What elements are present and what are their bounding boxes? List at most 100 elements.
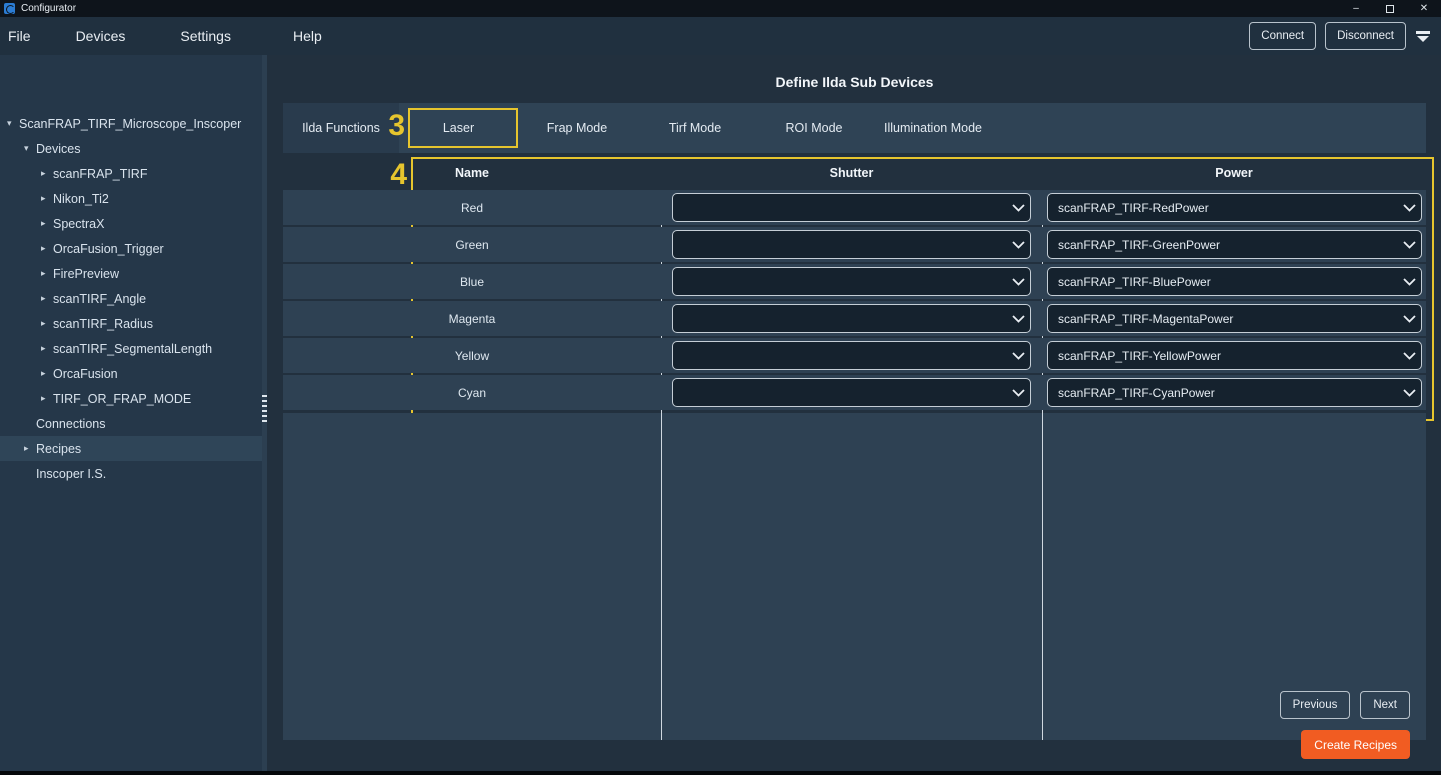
window-title: Configurator: [21, 3, 77, 14]
tab-roi-mode[interactable]: ROI Mode: [754, 103, 874, 153]
power-select-green[interactable]: scanFRAP_TIRF-GreenPower: [1047, 230, 1422, 259]
connect-button[interactable]: Connect: [1249, 22, 1317, 50]
table-row-green: Green scanFRAP_TIRF-GreenPower: [283, 227, 1426, 262]
shutter-select-magenta[interactable]: [672, 304, 1031, 333]
tab-tirf-mode[interactable]: Tirf Mode: [636, 103, 754, 153]
column-header-shutter: Shutter: [829, 166, 874, 180]
chevron-down-icon[interactable]: ▾: [24, 143, 29, 153]
chevron-down-icon: [1006, 351, 1030, 360]
sidebar-item-scantirf-segmentallength[interactable]: ▸ scanTIRF_SegmentalLength: [0, 336, 262, 361]
menu-item-file[interactable]: File: [8, 28, 31, 44]
table-row-yellow: Yellow scanFRAP_TIRF-YellowPower: [283, 338, 1426, 373]
chevron-right-icon[interactable]: ▸: [41, 168, 46, 178]
tab-illumination-mode[interactable]: Illumination Mode: [874, 103, 992, 153]
main-panel: Define Ilda Sub Devices Ilda Functions La…: [283, 55, 1434, 775]
shutter-select-blue[interactable]: [672, 267, 1031, 296]
sidebar-item-scanfrap-tirf-microscope-inscoper[interactable]: ▾ ScanFRAP_TIRF_Microscope_Inscoper: [0, 111, 262, 136]
chevron-down-icon: [1006, 277, 1030, 286]
sidebar-item-scanfrap-tirf[interactable]: ▸ scanFRAP_TIRF: [0, 161, 262, 186]
next-button[interactable]: Next: [1360, 691, 1410, 719]
sidebar-item-inscoper-i-s-[interactable]: Inscoper I.S.: [0, 461, 262, 486]
chevron-right-icon[interactable]: ▸: [41, 293, 46, 303]
window-bottom-edge: [0, 771, 1441, 775]
menu-item-settings[interactable]: Settings: [180, 28, 231, 44]
filter-icon[interactable]: [1415, 29, 1431, 43]
sidebar-item-orcafusion-trigger[interactable]: ▸ OrcaFusion_Trigger: [0, 236, 262, 261]
chevron-down-icon: [1006, 240, 1030, 249]
shutter-select-green[interactable]: [672, 230, 1031, 259]
sidebar-item-scantirf-radius[interactable]: ▸ scanTIRF_Radius: [0, 311, 262, 336]
table-row-magenta: Magenta scanFRAP_TIRF-MagentaPower: [283, 301, 1426, 336]
menu-bar: File Devices Settings Help Connect Disconne…: [0, 17, 1441, 55]
splitter-grip-icon[interactable]: [262, 395, 267, 423]
tree-item-label: SpectraX: [53, 216, 105, 231]
tab-laser[interactable]: Laser: [399, 103, 518, 153]
sidebar-splitter[interactable]: [262, 55, 267, 771]
chevron-down-icon: [1006, 388, 1030, 397]
tree-item-label: TIRF_OR_FRAP_MODE: [53, 391, 192, 406]
laser-name-label: Yellow: [454, 348, 490, 363]
chevron-right-icon[interactable]: ▸: [41, 218, 46, 228]
maximize-icon[interactable]: [1373, 0, 1407, 17]
minimize-icon[interactable]: –: [1353, 3, 1359, 14]
sidebar-item-tirf-or-frap-mode[interactable]: ▸ TIRF_OR_FRAP_MODE: [0, 386, 262, 411]
chevron-down-icon: [1397, 351, 1421, 360]
sidebar-item-nikon-ti2[interactable]: ▸ Nikon_Ti2: [0, 186, 262, 211]
annotation-step-4: 4: [390, 158, 407, 191]
laser-name-label: Blue: [459, 274, 485, 289]
chevron-right-icon[interactable]: ▸: [41, 268, 46, 278]
create-recipes-button[interactable]: Create Recipes: [1301, 730, 1410, 759]
sidebar-item-connections[interactable]: Connections: [0, 411, 262, 436]
sidebar-item-devices[interactable]: ▾ Devices: [0, 136, 262, 161]
tab-ilda-functions[interactable]: Ilda Functions: [283, 103, 399, 153]
tree-item-label: Inscoper I.S.: [36, 466, 107, 481]
shutter-select-yellow[interactable]: [672, 341, 1031, 370]
laser-table: Red scanFRAP_TIRF-RedPower Green scanFRAP_T…: [283, 190, 1426, 412]
power-select-magenta[interactable]: scanFRAP_TIRF-MagentaPower: [1047, 304, 1422, 333]
device-tree-sidebar: ▾ ScanFRAP_TIRF_Microscope_Inscoper ▾ Devic…: [0, 55, 262, 771]
chevron-right-icon[interactable]: ▸: [41, 318, 46, 328]
chevron-down-icon: [1397, 203, 1421, 212]
tab-label: Frap Mode: [546, 121, 608, 135]
tab-label: Ilda Functions: [302, 121, 380, 135]
table-row-red: Red scanFRAP_TIRF-RedPower: [283, 190, 1426, 225]
chevron-right-icon[interactable]: ▸: [41, 343, 46, 353]
chevron-right-icon[interactable]: ▸: [24, 443, 29, 453]
laser-name-label: Magenta: [448, 311, 496, 326]
tab-label: ROI Mode: [785, 121, 843, 135]
previous-button[interactable]: Previous: [1279, 691, 1351, 719]
shutter-select-cyan[interactable]: [672, 378, 1031, 407]
table-header: Name Shutter Power: [283, 158, 1426, 188]
tab-frap-mode[interactable]: Frap Mode: [518, 103, 636, 153]
power-select-value: scanFRAP_TIRF-MagentaPower: [1058, 311, 1234, 326]
laser-name-label: Green: [455, 237, 489, 252]
table-row-blue: Blue scanFRAP_TIRF-BluePower: [283, 264, 1426, 299]
close-icon[interactable]: ✕: [1419, 3, 1429, 14]
sidebar-item-orcafusion[interactable]: ▸ OrcaFusion: [0, 361, 262, 386]
chevron-right-icon[interactable]: ▸: [41, 243, 46, 253]
sidebar-item-firepreview[interactable]: ▸ FirePreview: [0, 261, 262, 286]
shutter-select-red[interactable]: [672, 193, 1031, 222]
disconnect-button[interactable]: Disconnect: [1325, 22, 1406, 50]
tree-item-label: Nikon_Ti2: [53, 191, 109, 206]
chevron-right-icon[interactable]: ▸: [41, 368, 46, 378]
sidebar-item-recipes[interactable]: ▸ Recipes: [0, 436, 262, 461]
chevron-down-icon: [1397, 240, 1421, 249]
chevron-right-icon[interactable]: ▸: [41, 393, 46, 403]
power-select-cyan[interactable]: scanFRAP_TIRF-CyanPower: [1047, 378, 1422, 407]
sidebar-item-scantirf-angle[interactable]: ▸ scanTIRF_Angle: [0, 286, 262, 311]
menu-item-devices[interactable]: Devices: [75, 28, 126, 44]
power-select-red[interactable]: scanFRAP_TIRF-RedPower: [1047, 193, 1422, 222]
power-select-yellow[interactable]: scanFRAP_TIRF-YellowPower: [1047, 341, 1422, 370]
power-select-value: scanFRAP_TIRF-BluePower: [1058, 274, 1211, 289]
laser-name-label: Red: [460, 200, 483, 215]
menu-item-help[interactable]: Help: [292, 28, 322, 44]
tree-item-label: scanTIRF_SegmentalLength: [53, 341, 213, 356]
sidebar-item-spectrax[interactable]: ▸ SpectraX: [0, 211, 262, 236]
chevron-down-icon: [1397, 388, 1421, 397]
chevron-down-icon[interactable]: ▾: [7, 118, 12, 128]
power-select-value: scanFRAP_TIRF-CyanPower: [1058, 385, 1215, 400]
column-header-power: Power: [1215, 166, 1253, 180]
power-select-blue[interactable]: scanFRAP_TIRF-BluePower: [1047, 267, 1422, 296]
chevron-right-icon[interactable]: ▸: [41, 193, 46, 203]
